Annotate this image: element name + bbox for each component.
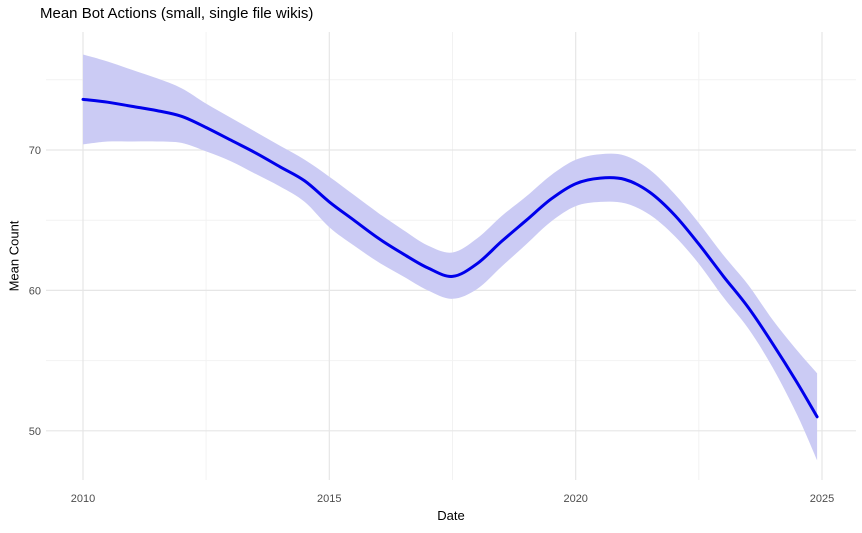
y-tick-label: 50 <box>29 426 41 438</box>
trend-line <box>81 97 819 419</box>
y-tick-label: 60 <box>29 285 41 297</box>
chart-title: Mean Bot Actions (small, single file wik… <box>40 5 314 22</box>
x-axis-title: Date <box>437 508 465 523</box>
x-tick-label: 2025 <box>810 493 834 505</box>
y-tick-label: 70 <box>29 145 41 157</box>
x-tick-label: 2015 <box>317 493 341 505</box>
x-tick-label: 2020 <box>563 493 587 505</box>
confidence-ribbon <box>83 54 818 461</box>
y-axis-title: Mean Count <box>6 220 22 292</box>
x-tick-label: 2010 <box>71 493 95 505</box>
